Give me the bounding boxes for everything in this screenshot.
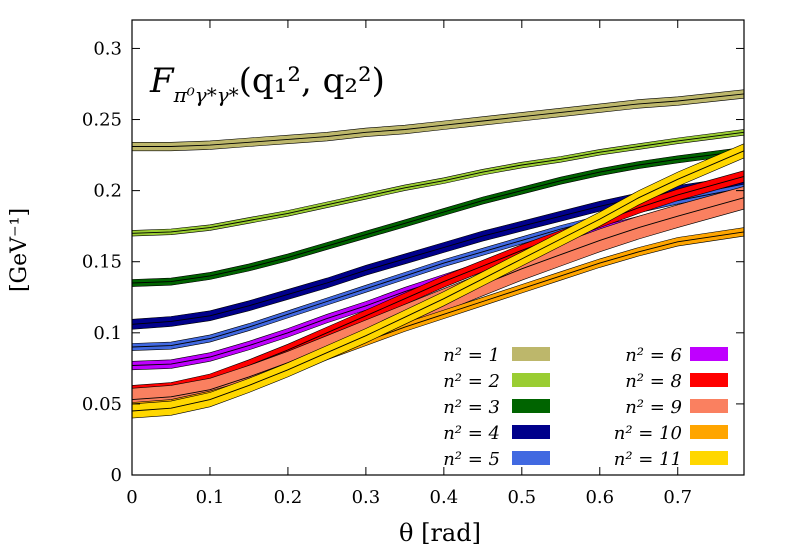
legend-label-n2-8: n² = 8	[625, 371, 682, 392]
legend-label-n2-10: n² = 10	[614, 423, 682, 444]
central-line-n2-1	[132, 93, 745, 147]
x-tick-label: 0.2	[274, 487, 303, 508]
legend-label-n2-11: n² = 11	[614, 449, 682, 470]
central-line-n2-3	[131, 150, 745, 284]
y-tick-label: 0.3	[93, 38, 122, 59]
legend-label-n2-3: n² = 3	[443, 397, 500, 418]
x-tick-label: 0.5	[507, 487, 536, 508]
legend-swatch-n2-2	[512, 373, 550, 387]
y-axis: 0 0.05 0.1 0.15 0.2 0.25 0.3	[82, 38, 744, 486]
legend: n² = 1 n² = 2 n² = 3 n² = 4 n² = 5 n² = 6 n² =…	[443, 345, 728, 470]
chart-title-sub: π⁰γ*γ*	[173, 83, 239, 107]
central-line-n2-2	[131, 131, 745, 234]
x-tick-label: 0.3	[352, 487, 381, 508]
plot-frame	[131, 19, 745, 476]
legend-swatch-n2-11	[690, 451, 728, 465]
legend-label-n2-2: n² = 2	[443, 371, 500, 392]
x-tick-label: 0	[126, 487, 137, 508]
y-tick-label: 0.05	[82, 394, 122, 415]
legend-label-n2-6: n² = 6	[625, 345, 682, 366]
chart-title-main: F	[149, 61, 175, 101]
legend-label-n2-9: n² = 9	[625, 397, 682, 418]
y-axis-label: [GeV⁻¹]	[7, 208, 32, 292]
x-tick-label: 0.6	[585, 487, 614, 508]
y-tick-label: 0.1	[93, 323, 122, 344]
y-tick-label: 0	[111, 465, 122, 486]
legend-swatch-n2-5	[512, 451, 550, 465]
legend-label-n2-1: n² = 1	[443, 345, 500, 366]
legend-label-n2-4: n² = 4	[443, 423, 500, 444]
chart-title-args: (q₁², q₂²)	[239, 61, 385, 101]
x-tick-label: 0.4	[430, 487, 459, 508]
legend-swatch-n2-1	[512, 347, 550, 361]
chart-title: Fπ⁰γ*γ*(q₁², q₂²)	[149, 61, 385, 107]
y-tick-label: 0.15	[82, 252, 122, 273]
x-axis-label: θ [rad]	[399, 519, 481, 547]
legend-swatch-n2-6	[690, 347, 728, 361]
legend-swatch-n2-9	[690, 399, 728, 413]
x-axis: 0 0.1 0.2 0.3 0.4 0.5 0.6 0.7	[126, 20, 692, 508]
legend-swatch-n2-10	[690, 425, 728, 439]
series-bands	[131, 89, 745, 419]
y-tick-label: 0.2	[93, 181, 122, 202]
y-tick-label: 0.25	[82, 110, 122, 131]
central-line-n2-11	[131, 150, 745, 412]
legend-swatch-n2-8	[690, 373, 728, 387]
legend-swatch-n2-3	[512, 399, 550, 413]
legend-swatch-n2-4	[512, 425, 550, 439]
legend-label-n2-5: n² = 5	[443, 449, 500, 470]
x-tick-label: 0.1	[196, 487, 225, 508]
x-tick-label: 0.7	[663, 487, 692, 508]
